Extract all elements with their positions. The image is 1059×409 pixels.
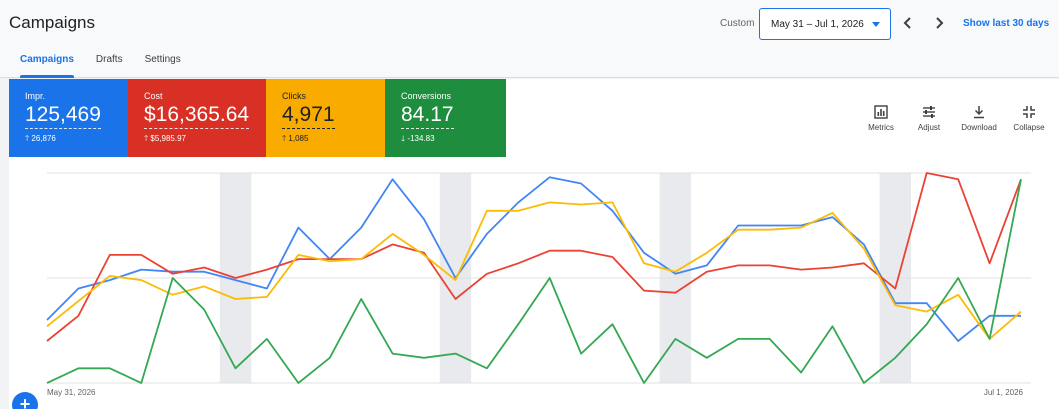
adjust-icon bbox=[923, 106, 935, 118]
x-axis-start-label: May 31, 2026 bbox=[47, 388, 96, 397]
series-line-impr bbox=[46, 176, 1021, 342]
metric-value: 125,469 bbox=[25, 103, 101, 129]
arrow-up-icon: 🡑 bbox=[144, 134, 149, 143]
metrics-icon bbox=[874, 105, 888, 119]
page-title: Campaigns bbox=[9, 13, 95, 32]
metric-delta: 🡑 26,876 bbox=[25, 134, 56, 143]
date-range-value: May 31 – Jul 1, 2026 bbox=[771, 18, 864, 30]
metric-label: Cost bbox=[144, 91, 163, 101]
arrow-up-icon: 🡑 bbox=[282, 134, 287, 143]
metric-tile-impressions[interactable]: Impr. 125,469 🡑 26,876 bbox=[9, 79, 128, 157]
performance-line-chart: May 31, 2026 Jul 1, 2026 bbox=[46, 172, 1031, 397]
metric-delta: 🡓 -134.83 bbox=[401, 134, 435, 143]
date-range-select[interactable]: May 31 – Jul 1, 2026 bbox=[759, 8, 891, 40]
metric-value: $16,365.64 bbox=[144, 103, 250, 129]
metric-value: 84.17 bbox=[401, 103, 454, 129]
metric-tile-clicks[interactable]: Clicks 4,971 🡑 1,085 bbox=[266, 79, 385, 157]
metric-label: Conversions bbox=[401, 91, 452, 101]
metrics-button[interactable]: Metrics bbox=[859, 105, 903, 132]
tab-drafts[interactable]: Drafts bbox=[95, 54, 123, 65]
collapse-button[interactable]: Collapse bbox=[1007, 105, 1051, 132]
series-line-clicks bbox=[46, 201, 1022, 340]
metric-tile-conversions[interactable]: Conversions 84.17 🡓 -134.83 bbox=[385, 79, 506, 157]
caret-down-icon bbox=[872, 22, 880, 27]
add-fab-button[interactable]: + bbox=[12, 392, 38, 409]
adjust-button[interactable]: Adjust bbox=[907, 105, 951, 132]
collapse-icon bbox=[1023, 106, 1035, 118]
metric-label: Clicks bbox=[282, 91, 306, 101]
series-line-conversions bbox=[46, 179, 1022, 384]
tab-settings[interactable]: Settings bbox=[144, 54, 181, 65]
series-line-cost bbox=[46, 172, 1022, 342]
download-button[interactable]: Download bbox=[957, 105, 1001, 132]
metric-delta: 🡑 $5,985.97 bbox=[144, 134, 186, 143]
download-icon bbox=[974, 106, 984, 119]
tab-campaigns[interactable]: Campaigns bbox=[9, 50, 85, 78]
metric-label: Impr. bbox=[25, 91, 46, 101]
plus-icon: + bbox=[19, 394, 31, 409]
arrow-up-icon: 🡑 bbox=[25, 134, 30, 143]
performance-card: Impr. 125,469 🡑 26,876 Cost $16,365.64 🡑… bbox=[9, 79, 1059, 409]
chevron-left-icon[interactable] bbox=[898, 13, 918, 33]
chevron-right-icon[interactable] bbox=[929, 13, 949, 33]
x-axis-end-label: Jul 1, 2026 bbox=[984, 388, 1024, 397]
metric-delta: 🡑 1,085 bbox=[282, 134, 309, 143]
show-last-30-days-link[interactable]: Show last 30 days bbox=[963, 18, 1050, 29]
arrow-down-icon: 🡓 bbox=[401, 134, 406, 143]
metric-tile-cost[interactable]: Cost $16,365.64 🡑 $5,985.97 bbox=[128, 79, 266, 157]
metric-value: 4,971 bbox=[282, 103, 335, 129]
date-range-label: Custom bbox=[720, 18, 755, 29]
tab-bar: Campaigns Drafts Settings bbox=[9, 50, 192, 78]
top-header: Campaigns Custom May 31 – Jul 1, 2026 Sh… bbox=[0, 0, 1059, 78]
